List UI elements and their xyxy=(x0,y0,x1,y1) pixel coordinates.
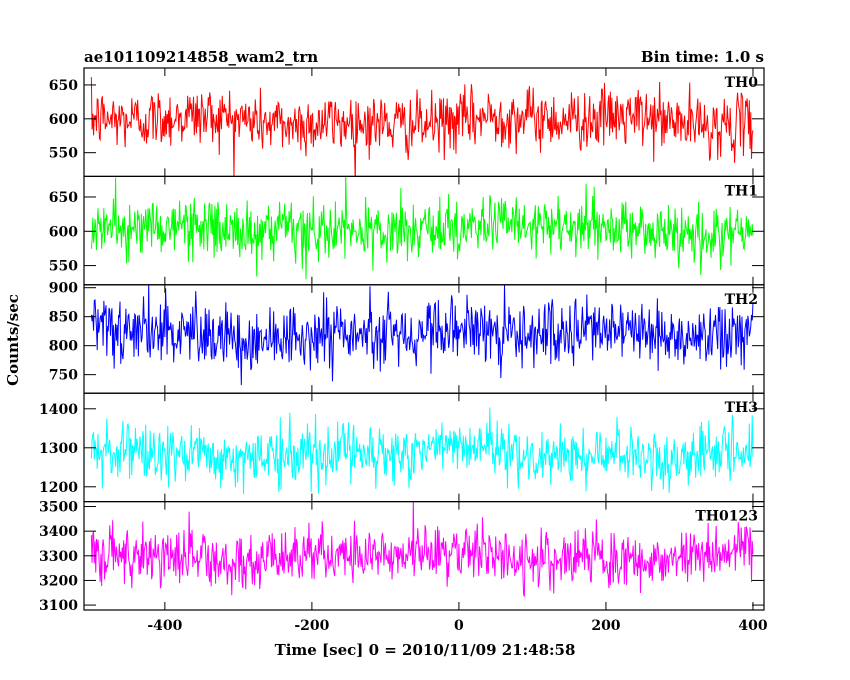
y-tick-label: 900 xyxy=(49,281,78,297)
series-line-th1 xyxy=(90,176,754,280)
panel-label-th3: TH3 xyxy=(725,400,758,416)
y-tick-label: 3400 xyxy=(39,524,78,540)
y-tick-label: 3100 xyxy=(39,598,78,614)
y-tick-label: 1200 xyxy=(39,480,78,496)
panel-frame-th3 xyxy=(83,392,765,503)
panel-th2: 750 800 850 900 TH2 xyxy=(49,281,765,394)
y-tick-label: 1400 xyxy=(39,402,78,418)
series-line-th0 xyxy=(90,77,754,177)
y-tick-label: 550 xyxy=(49,259,78,275)
panel-label-th2: TH2 xyxy=(725,292,758,308)
y-tick-label: 3500 xyxy=(39,500,78,516)
panel-frame-th2 xyxy=(83,284,765,394)
y-tick-label: 550 xyxy=(49,146,78,162)
y-axis-label: Counts/sec xyxy=(4,294,22,386)
y-tick-label: 600 xyxy=(49,112,78,128)
series-line-th2 xyxy=(90,284,754,386)
panel-label-th1: TH1 xyxy=(725,183,758,199)
panel-label-th0123: TH0123 xyxy=(695,509,758,525)
panel-frame-th0 xyxy=(83,67,765,178)
y-tick-label: 750 xyxy=(49,368,78,384)
panel-th0123: 3100 3200 3300 3400 3500 TH0123 xyxy=(39,500,765,614)
y-tick-label: 600 xyxy=(49,224,78,240)
x-tick-label: -400 xyxy=(147,618,182,634)
panels-group: 550 600 650 TH0 550 600 650 TH1 750 800 850 900 TH2 1… xyxy=(39,67,768,634)
y-tick-label: 800 xyxy=(49,339,78,355)
x-tick-label: 400 xyxy=(738,618,767,634)
x-tick-label: -200 xyxy=(294,618,329,634)
panel-label-th0: TH0 xyxy=(725,75,759,91)
panel-th0: 550 600 650 TH0 xyxy=(49,67,765,178)
series-line-th0123 xyxy=(90,501,754,597)
y-tick-label: 650 xyxy=(49,78,78,94)
panel-th3: 1200 1300 1400 TH3 xyxy=(39,392,765,503)
y-tick-label: 1300 xyxy=(39,441,78,457)
x-tick-label: 200 xyxy=(591,618,620,634)
bin-time-label: Bin time: 1.0 s xyxy=(641,48,764,66)
y-tick-label: 850 xyxy=(49,310,78,326)
y-tick-label: 3200 xyxy=(39,573,78,589)
y-tick-label: 650 xyxy=(49,190,78,206)
x-tick-label: 0 xyxy=(454,618,464,634)
y-tick-label: 3300 xyxy=(39,549,78,565)
series-line-th3 xyxy=(90,407,754,495)
chart-title: ae101109214858_wam2_trn xyxy=(84,48,318,66)
x-axis-label: Time [sec] 0 = 2010/11/09 21:48:58 xyxy=(275,641,576,659)
panel-th1: 550 600 650 TH1 xyxy=(49,175,765,286)
